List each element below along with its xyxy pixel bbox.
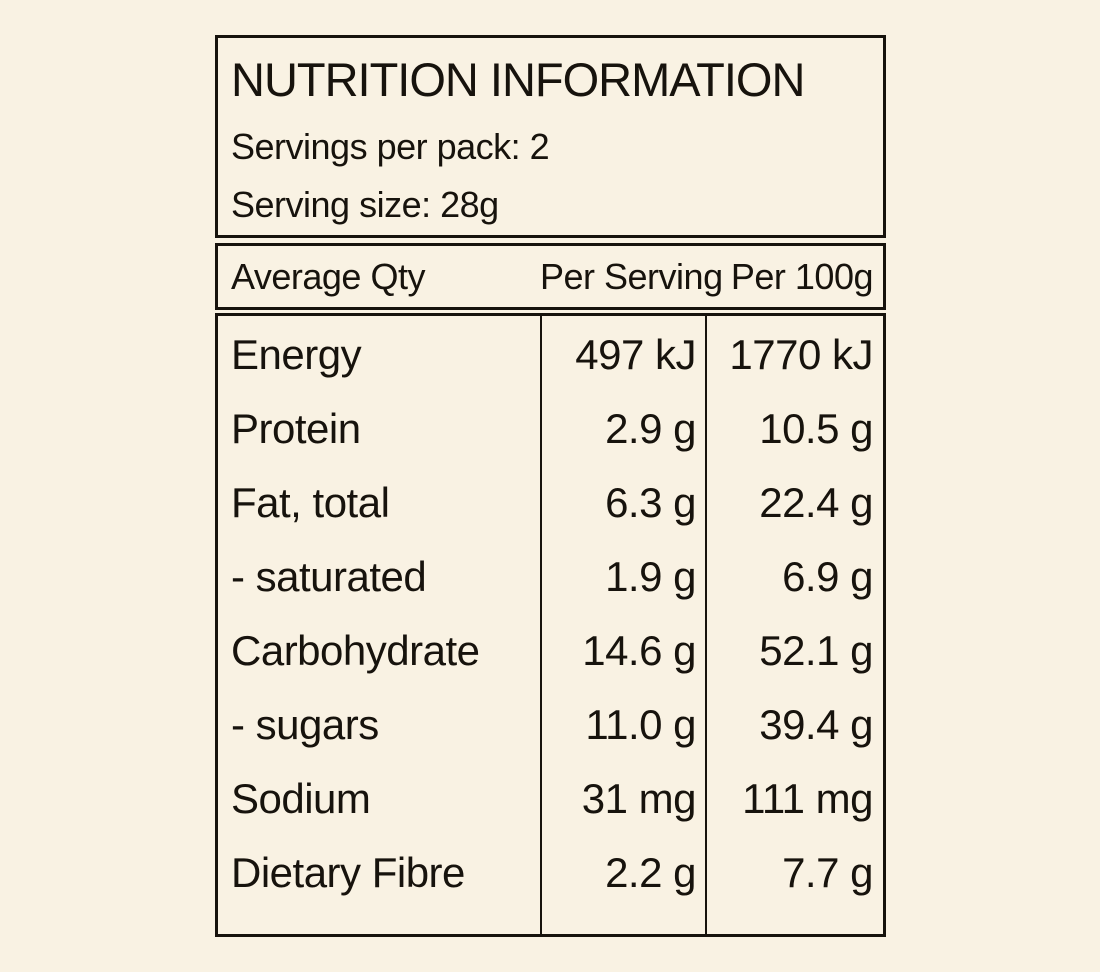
nutrition-label: NUTRITION INFORMATION Servings per pack:… — [215, 35, 886, 937]
row-per-100g: 52.1 g — [759, 627, 873, 674]
row-per-serving: 11.0 g — [585, 701, 696, 748]
row-name: - saturated — [231, 553, 427, 600]
row-per-serving: 497 kJ — [575, 331, 696, 378]
row-name: Energy — [231, 331, 362, 378]
data-rows: Energy 497 kJ 1770 kJ Protein 2.9 g 10.5… — [218, 316, 883, 910]
data-table: Energy 497 kJ 1770 kJ Protein 2.9 g 10.5… — [215, 313, 886, 937]
header-per-serving: Per Serving — [540, 255, 723, 297]
header-average-qty: Average Qty — [231, 255, 425, 297]
servings-per-pack: Servings per pack: 2 — [231, 126, 550, 168]
column-divider-1 — [540, 316, 542, 934]
column-divider-2 — [705, 316, 707, 934]
row-per-100g: 111 mg — [742, 775, 873, 822]
row-per-100g: 6.9 g — [782, 553, 873, 600]
row-per-serving: 2.9 g — [605, 405, 696, 452]
header-per-100g: Per 100g — [730, 255, 874, 297]
table-row-carbohydrate: Carbohydrate 14.6 g 52.1 g — [218, 614, 883, 688]
title-section: NUTRITION INFORMATION Servings per pack:… — [215, 35, 886, 238]
row-per-100g: 1770 kJ — [729, 331, 873, 378]
table-header: Average Qty Per Serving Per 100g — [215, 243, 886, 310]
table-row-fat-total: Fat, total 6.3 g 22.4 g — [218, 466, 883, 540]
row-per-100g: 22.4 g — [759, 479, 873, 526]
row-name: Carbohydrate — [231, 627, 480, 674]
row-name: Fat, total — [231, 479, 390, 526]
row-per-100g: 7.7 g — [782, 849, 873, 896]
row-name: Sodium — [231, 775, 371, 822]
row-per-serving: 14.6 g — [582, 627, 696, 674]
table-row-saturated: - saturated 1.9 g 6.9 g — [218, 540, 883, 614]
row-per-serving: 6.3 g — [605, 479, 696, 526]
row-per-100g: 10.5 g — [759, 405, 873, 452]
row-name: Dietary Fibre — [231, 849, 465, 896]
nutrition-title: NUTRITION INFORMATION — [231, 53, 805, 106]
row-per-serving: 31 mg — [581, 775, 697, 822]
row-per-100g: 39.4 g — [759, 701, 873, 748]
row-name: Protein — [231, 405, 361, 452]
table-row-protein: Protein 2.9 g 10.5 g — [218, 392, 883, 466]
row-name: - sugars — [231, 701, 379, 748]
table-row-sodium: Sodium 31 mg 111 mg — [218, 762, 883, 836]
table-row-energy: Energy 497 kJ 1770 kJ — [218, 318, 883, 392]
serving-size: Serving size: 28g — [231, 184, 499, 226]
row-per-serving: 1.9 g — [605, 553, 696, 600]
row-per-serving: 2.2 g — [605, 849, 696, 896]
table-row-dietary-fibre: Dietary Fibre 2.2 g 7.7 g — [218, 836, 883, 910]
table-row-sugars: - sugars 11.0 g 39.4 g — [218, 688, 883, 762]
